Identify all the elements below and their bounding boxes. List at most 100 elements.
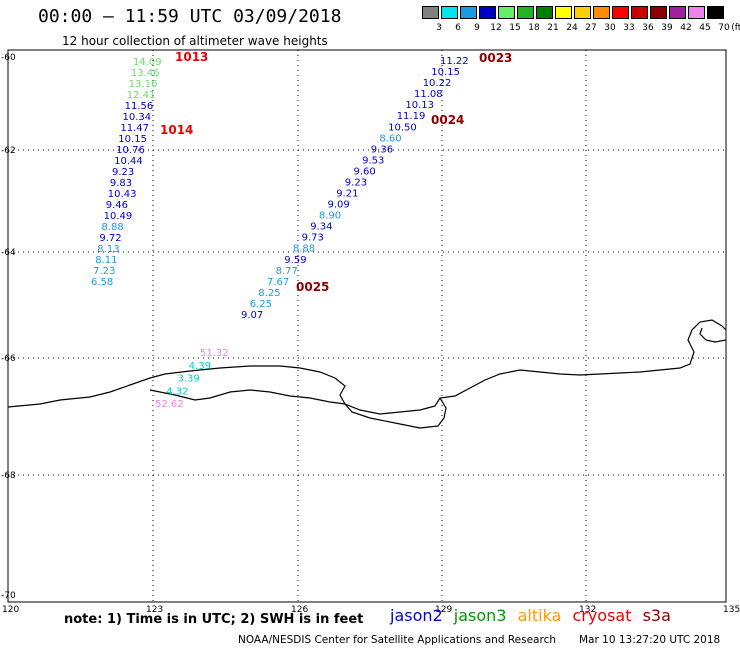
wave-height-value: 9.72 (99, 233, 121, 244)
pass-time-label: 1014 (160, 123, 193, 137)
pass-time-label: 1013 (175, 50, 208, 64)
scale-swatch (536, 6, 553, 19)
wave-height-value: 10.22 (423, 78, 452, 89)
legend-jason2: jason2 (390, 606, 443, 625)
coastline (7, 319, 727, 415)
lat-label: -60 (1, 53, 16, 63)
scale-swatch (688, 6, 705, 19)
scale-swatch (574, 6, 591, 19)
lon-label: 129 (435, 605, 452, 615)
wave-height-value: 11.56 (125, 101, 154, 112)
wave-height-value: 10.15 (118, 134, 147, 145)
generated-timestamp: Mar 10 13:27:20 UTC 2018 (579, 634, 721, 646)
legend-jason3: jason3 (453, 606, 507, 625)
altimeter-tracks: 14.0913.4613.1612.4111.5610.3411.4710.15… (91, 56, 469, 410)
scale-label: 18 (528, 23, 540, 33)
coastline-bay (149, 389, 447, 429)
wave-height-value: 9.34 (310, 222, 332, 233)
wave-height-value: 9.36 (371, 144, 393, 155)
scale-swatch (669, 6, 686, 19)
lat-label: -70 (1, 591, 16, 601)
pass-time-label: 0025 (296, 280, 329, 294)
wave-height-value: 10.13 (405, 100, 434, 111)
scale-label: 9 (474, 23, 480, 33)
wave-height-value: 4.32 (166, 386, 188, 397)
footer-note: note: 1) Time is in UTC; 2) SWH is in fe… (64, 612, 364, 627)
wave-height-value: 8.88 (293, 244, 315, 255)
graticule (8, 50, 726, 602)
wave-height-value: 13.16 (129, 79, 158, 90)
legend-s3a: s3a (642, 606, 671, 625)
wave-height-value: 10.49 (104, 211, 133, 222)
wave-height-value: 6.25 (250, 299, 272, 310)
lon-label: 123 (146, 605, 163, 615)
scale-swatch (498, 6, 515, 19)
scale-label: 15 (509, 23, 521, 33)
scale-label: 36 (642, 23, 654, 33)
wave-height-value: 9.09 (328, 200, 350, 211)
satellite-legend: jason2 jason3 altika cryosat s3a (390, 606, 677, 625)
wave-height-value: 14.09 (133, 57, 162, 68)
lon-label: 132 (579, 605, 596, 615)
wave-height-value: 10.44 (114, 156, 143, 167)
scale-label: 3 (436, 23, 442, 33)
wave-height-value: 13.46 (131, 68, 160, 79)
wave-height-value: 8.90 (319, 211, 341, 222)
wave-height-value: 10.43 (108, 189, 137, 200)
wave-height-value: 8.13 (97, 244, 119, 255)
wave-height-value: 8.60 (379, 133, 401, 144)
lat-label: -66 (1, 354, 16, 364)
lon-label: 135 (723, 605, 740, 615)
legend-cryosat: cryosat (572, 606, 632, 625)
wave-height-value: 9.23 (112, 167, 134, 178)
wave-height-value: 8.11 (95, 255, 117, 266)
lon-label: 120 (2, 605, 19, 615)
scale-swatch (517, 6, 534, 19)
wave-height-value: 12.41 (127, 90, 156, 101)
scale-swatch (460, 6, 477, 19)
wave-height-value: 9.83 (110, 178, 132, 189)
wave-height-value: 8.88 (102, 222, 124, 233)
page-title: 00:00 – 11:59 UTC 03/09/2018 (38, 6, 342, 27)
scale-swatch (707, 6, 724, 19)
scale-label: 6 (455, 23, 461, 33)
wave-height-value: 9.07 (241, 310, 263, 321)
scale-swatch (479, 6, 496, 19)
wave-height-value: 51.32 (200, 348, 229, 359)
wave-height-value: 52.62 (155, 399, 184, 410)
lat-label: -64 (1, 248, 16, 258)
scale-swatch (555, 6, 572, 19)
wave-height-value: 7.23 (93, 266, 115, 277)
lon-label: 126 (291, 605, 308, 615)
wave-height-value: 10.15 (431, 67, 460, 78)
wave-height-value: 3.39 (178, 374, 200, 385)
wave-height-value: 10.34 (123, 112, 152, 123)
scale-label: 45 (699, 23, 711, 33)
scale-label: 42 (680, 23, 692, 33)
wave-height-value: 9.53 (362, 155, 384, 166)
wave-height-value: 7.67 (267, 277, 289, 288)
scale-label: 27 (585, 23, 597, 33)
page-subtitle: 12 hour collection of altimeter wave hei… (62, 34, 328, 48)
pass-time-label: 0023 (479, 51, 512, 65)
scale-label: 24 (566, 23, 578, 33)
lat-label: -68 (1, 471, 16, 481)
scale-swatch (593, 6, 610, 19)
legend-altika: altika (517, 606, 562, 625)
wave-height-value: 9.21 (336, 189, 358, 200)
credit-line: NOAA/NESDIS Center for Satellite Applica… (238, 634, 556, 646)
wave-height-value: 6.58 (91, 277, 113, 288)
scale-label: 21 (547, 23, 559, 33)
wave-height-value: 9.60 (354, 166, 376, 177)
scale-swatch (612, 6, 629, 19)
wave-height-value: 11.22 (440, 56, 469, 67)
wave-height-value: 11.19 (397, 111, 426, 122)
scale-label: 39 (661, 23, 673, 33)
wave-height-value: 8.25 (258, 288, 280, 299)
pass-time-labels: 1013 1014 0023 0024 0025 (160, 50, 512, 294)
wave-height-value: 10.76 (116, 145, 145, 156)
wave-height-value: 9.23 (345, 178, 367, 189)
wave-height-value: 11.47 (120, 123, 149, 134)
wave-height-value: 9.73 (302, 233, 324, 244)
